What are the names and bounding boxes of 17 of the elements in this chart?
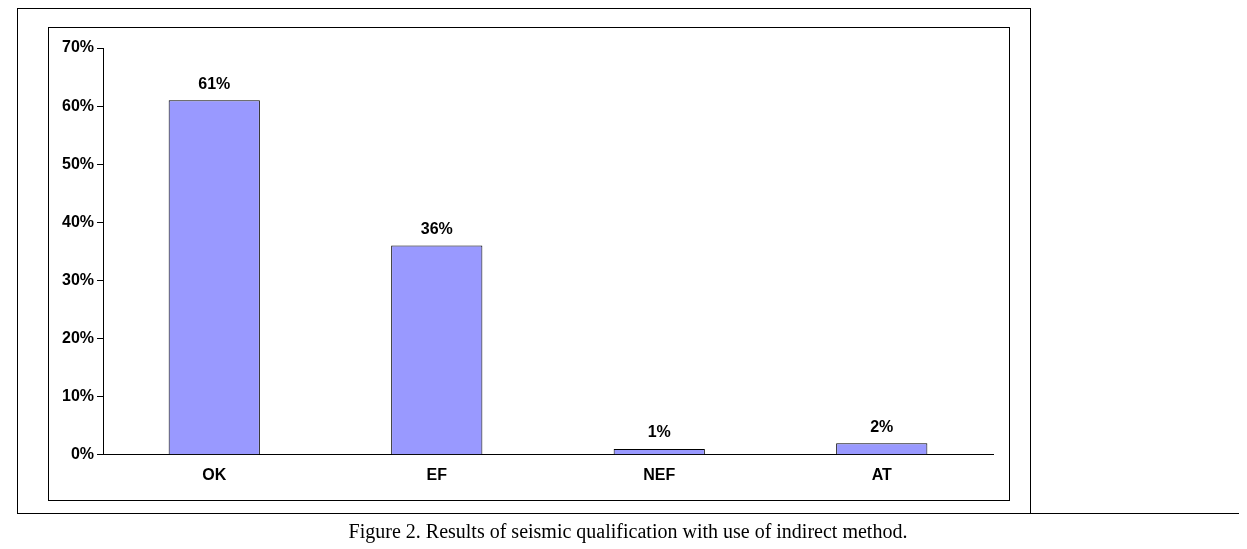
data-label: 2%: [870, 417, 894, 435]
x-tick-label: EF: [426, 465, 448, 483]
y-tick-label: 30%: [61, 270, 95, 288]
data-label: 61%: [198, 74, 231, 92]
x-tick-label: OK: [202, 465, 227, 483]
y-tick-label: 10%: [61, 387, 95, 405]
y-tick-label: 20%: [61, 328, 95, 346]
y-tick-label: 50%: [61, 154, 95, 172]
x-tick-label: AT: [871, 465, 893, 483]
caption: Figure 2. Results of seismic qualification with use of indirect method.: [347, 520, 909, 543]
y-tick-label: 70%: [61, 38, 95, 56]
data-label: 1%: [647, 423, 671, 441]
x-tick-label: NEF: [643, 465, 676, 483]
data-label: 36%: [420, 219, 453, 237]
y-tick-label: 40%: [61, 212, 95, 230]
y-tick-label: 0%: [70, 445, 95, 463]
y-tick-label: 60%: [61, 96, 95, 114]
